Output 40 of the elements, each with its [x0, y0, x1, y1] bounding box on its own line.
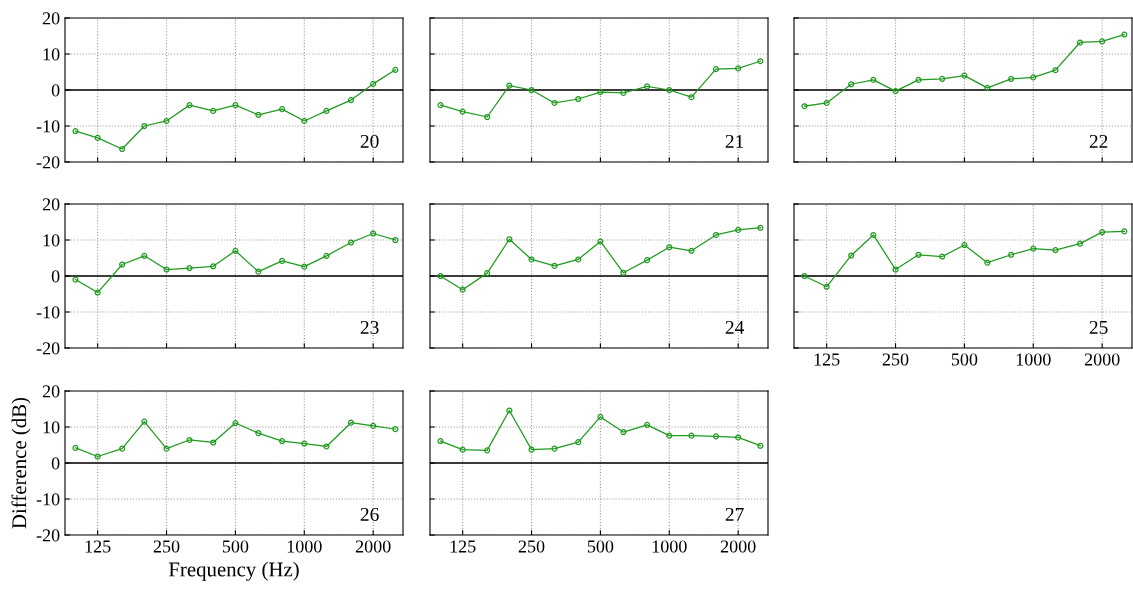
y-tick-label: -20	[36, 342, 60, 355]
x-tick-label: 500	[222, 540, 249, 553]
x-tick-label: 250	[518, 540, 545, 553]
annotation: 25	[1089, 320, 1108, 334]
y-tick-label: -10	[36, 493, 60, 506]
x-tick-label: 2000	[1084, 353, 1120, 366]
annotation: 22	[1089, 134, 1108, 148]
y-tick-label: 0	[51, 84, 60, 97]
x-tick-label: 1000	[652, 540, 687, 553]
y-tick-label: 20	[42, 198, 60, 211]
y-tick-label: -20	[36, 156, 60, 169]
y-tick-label: 20	[42, 12, 60, 25]
y-tick-label: 20	[42, 385, 60, 398]
annotation: 27	[725, 507, 744, 521]
x-tick-label: 500	[951, 353, 978, 366]
x-tick-label: 250	[153, 540, 180, 553]
annotation: 21	[725, 134, 744, 148]
y-tick-label: 0	[51, 270, 60, 283]
y-tick-label: 0	[51, 457, 60, 470]
annotation: 23	[360, 320, 379, 334]
y-axis-title: Difference (dB)	[11, 397, 31, 529]
y-tick-label: 10	[43, 234, 60, 247]
y-tick-label: -10	[36, 120, 60, 133]
x-tick-label: 250	[882, 353, 909, 366]
x-axis-title: Frequency (Hz)	[168, 561, 299, 581]
y-tick-label: -10	[36, 306, 60, 319]
annotation: 24	[725, 320, 745, 334]
y-tick-label: -20	[36, 529, 60, 542]
x-tick-label: 125	[450, 540, 476, 553]
annotation: 26	[360, 507, 379, 521]
x-tick-label: 1000	[1016, 353, 1051, 366]
x-tick-label: 125	[85, 540, 111, 553]
x-tick-label: 2000	[720, 540, 756, 553]
x-tick-label: 1000	[287, 540, 322, 553]
x-tick-label: 125	[814, 353, 840, 366]
annotation: 20	[360, 134, 379, 148]
x-tick-label: 500	[587, 540, 614, 553]
y-tick-label: 10	[43, 48, 60, 61]
y-tick-label: 10	[43, 421, 60, 434]
x-tick-label: 2000	[355, 540, 391, 553]
